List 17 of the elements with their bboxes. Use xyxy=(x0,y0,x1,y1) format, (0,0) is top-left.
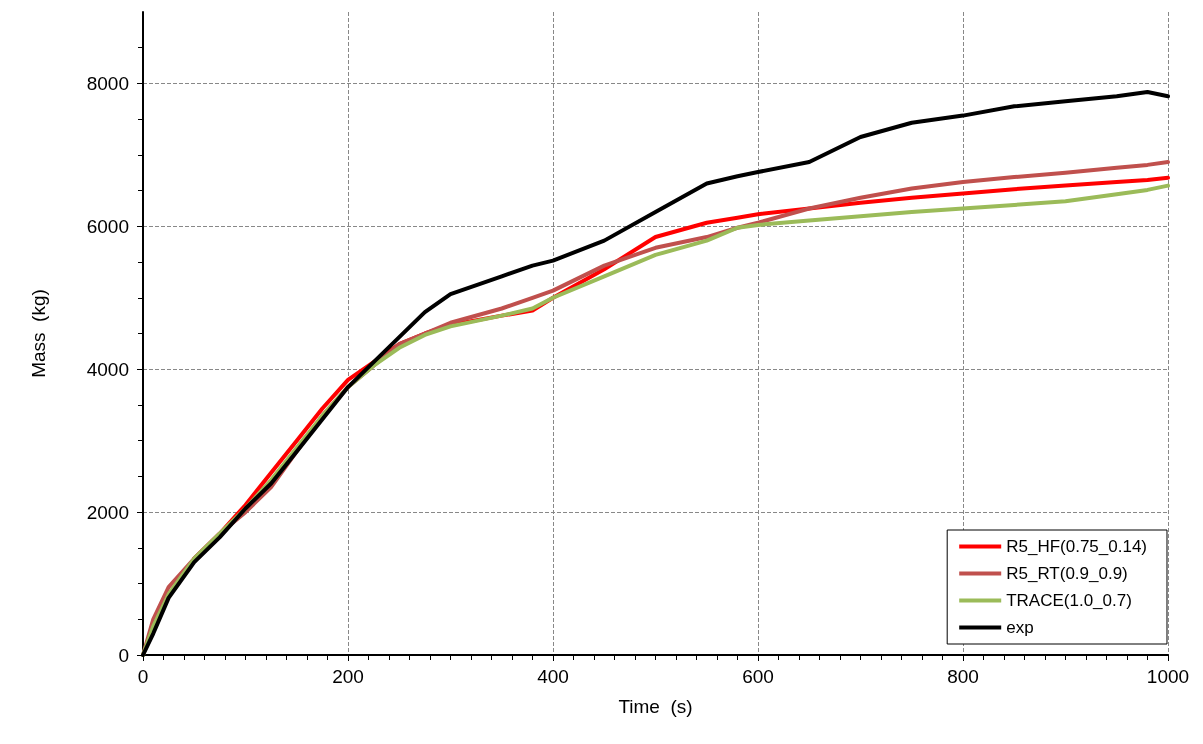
x-tick-label: 800 xyxy=(947,666,979,687)
legend-label: TRACE(1.0_0.7) xyxy=(1006,591,1132,610)
y-tick-label: 4000 xyxy=(86,358,129,380)
y-tick-label: 8000 xyxy=(86,72,129,94)
x-tick-label: 1000 xyxy=(1146,666,1190,687)
x-tick-label: 400 xyxy=(537,666,569,687)
y-tick-label: 0 xyxy=(118,644,129,666)
y-axis-title: Mass (kg) xyxy=(28,289,49,378)
x-tick-label: 600 xyxy=(742,666,774,687)
x-axis-title: Time (s) xyxy=(618,696,693,717)
legend-label: R5_RT(0.9_0.9) xyxy=(1006,564,1128,583)
y-tick-label: 2000 xyxy=(86,501,129,523)
legend-label: exp xyxy=(1006,618,1034,637)
y-tick-label: 6000 xyxy=(86,215,129,237)
x-tick-label: 0 xyxy=(137,666,149,687)
legend-label: R5_HF(0.75_0.14) xyxy=(1006,537,1148,556)
x-tick-label: 200 xyxy=(332,666,364,687)
